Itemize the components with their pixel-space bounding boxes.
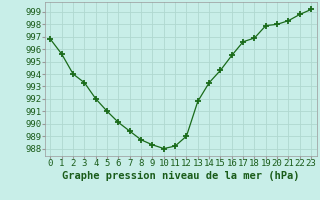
X-axis label: Graphe pression niveau de la mer (hPa): Graphe pression niveau de la mer (hPa) [62,171,300,181]
